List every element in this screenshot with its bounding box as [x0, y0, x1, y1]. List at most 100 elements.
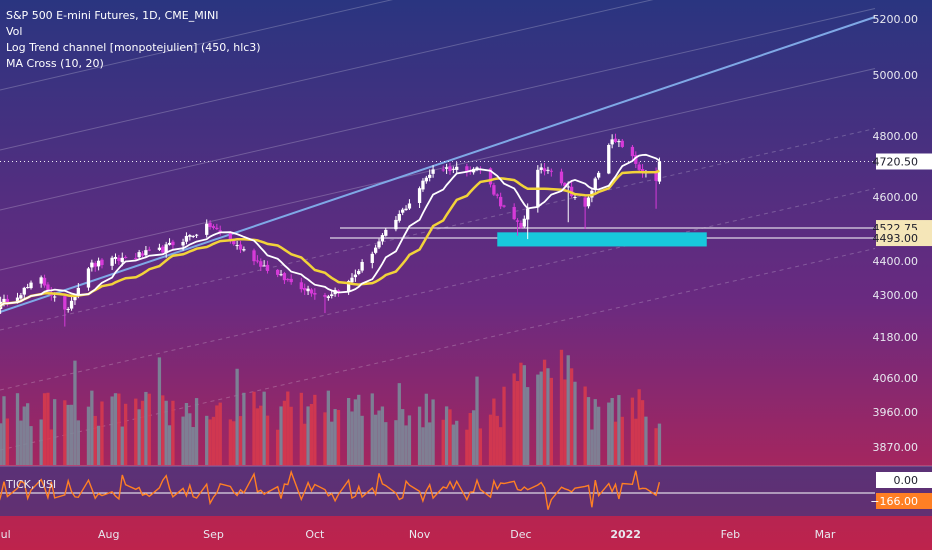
volume-bar [5, 418, 10, 465]
volume-bar [373, 414, 378, 465]
volume-bar [205, 415, 209, 465]
trend-channel-line [0, 187, 876, 391]
volume-bar [357, 394, 361, 465]
last-price-label-box [876, 153, 932, 170]
candle-body [218, 230, 222, 233]
volume-bar [421, 427, 425, 465]
legend-trend-channel[interactable]: Log Trend channel [monpotejulien] (450, … [6, 41, 261, 54]
volume-bar [569, 368, 574, 465]
candle-body [113, 256, 118, 259]
volume-bar [140, 400, 145, 465]
volume-bar [123, 403, 128, 465]
candle-body [512, 206, 516, 220]
volume-bar [289, 406, 293, 465]
candle-body [586, 197, 591, 207]
oscillator-label[interactable]: TICK, USI [6, 478, 57, 491]
volume-bar [610, 397, 614, 465]
candle-body [194, 234, 199, 236]
candle-body [596, 172, 601, 178]
osc-zero-label-box [876, 472, 932, 488]
volume-bar [404, 425, 408, 465]
candle-body [137, 252, 141, 258]
candle-body [384, 229, 388, 236]
volume-bar [330, 421, 334, 465]
candle-body [323, 295, 327, 297]
volume-bar [546, 368, 550, 465]
candle-body [63, 296, 67, 310]
volume-bar [242, 392, 246, 465]
candle-body [164, 244, 168, 254]
volume-bar [167, 425, 172, 465]
support-zone-layer [497, 232, 707, 247]
volume-bar [431, 399, 435, 465]
y-tick-label: 5000.00 [873, 69, 919, 82]
volume-bar [255, 408, 260, 465]
legend-ma-cross[interactable]: MA Cross (10, 20) [6, 57, 104, 70]
candle-body [563, 182, 567, 187]
volume-bar [590, 429, 594, 465]
volume-bar [194, 398, 199, 465]
volume-bar [42, 393, 47, 465]
legend-volume[interactable]: Vol [6, 25, 23, 38]
volume-bar [134, 398, 138, 465]
candle-body [232, 240, 236, 245]
candle-body [289, 278, 293, 283]
candle-body [255, 260, 260, 262]
candle-body [326, 296, 330, 298]
volume-bar [502, 386, 506, 465]
candle-body [93, 263, 97, 267]
volume-bar [542, 359, 547, 465]
candle-body [286, 279, 290, 281]
volume-bar [96, 425, 101, 465]
volume-bar [657, 423, 662, 465]
volume-bar [519, 362, 523, 465]
legend-symbol[interactable]: S&P 500 E-mini Futures, 1D, CME_MINI [6, 9, 219, 22]
candle-body [617, 141, 621, 143]
candle-body [279, 274, 283, 276]
volume-bar [63, 400, 67, 465]
volume-bar [475, 376, 479, 465]
candle-body [167, 242, 172, 245]
candle-body [15, 297, 20, 303]
volume-bar [428, 422, 432, 465]
candle-body [117, 257, 121, 261]
volume-bar [238, 416, 243, 465]
volume-bar [171, 400, 175, 465]
candle-body [282, 273, 287, 281]
volume-bars [0, 349, 662, 465]
candle-body [630, 146, 635, 157]
candle-body [451, 168, 456, 170]
volume-bar [455, 420, 459, 465]
x-tick-label: 2022 [610, 528, 641, 541]
volume-bar [583, 386, 587, 465]
volume-bar [630, 397, 635, 465]
candle-body [96, 260, 101, 267]
volume-bar [208, 419, 212, 465]
volume-bar [164, 400, 168, 465]
candle-body [502, 205, 506, 207]
osc-zero-label: 0.00 [894, 474, 919, 487]
y-tick-label: 4400.00 [873, 255, 919, 268]
volume-bar [465, 429, 469, 465]
volume-bar [282, 400, 287, 465]
ma-fast-line [0, 153, 660, 308]
volume-bar [451, 424, 456, 465]
candle-body [39, 277, 43, 284]
candle-body [235, 245, 239, 247]
chart-legend: S&P 500 E-mini Futures, 1D, CME_MINI Vol… [6, 8, 261, 72]
y-tick-label: 3870.00 [873, 441, 919, 454]
volume-bar [211, 416, 216, 465]
volume-bar [586, 397, 591, 465]
trend-channel-line [0, 127, 876, 331]
volume-bar [110, 396, 114, 465]
candle-body [181, 241, 185, 246]
x-tick-label: Aug [98, 528, 119, 541]
candle-body [488, 168, 493, 185]
volume-bar [559, 349, 564, 465]
candle-body [140, 253, 145, 256]
candle-body [215, 227, 219, 230]
volume-bar [492, 398, 496, 465]
candle-body [492, 185, 496, 195]
